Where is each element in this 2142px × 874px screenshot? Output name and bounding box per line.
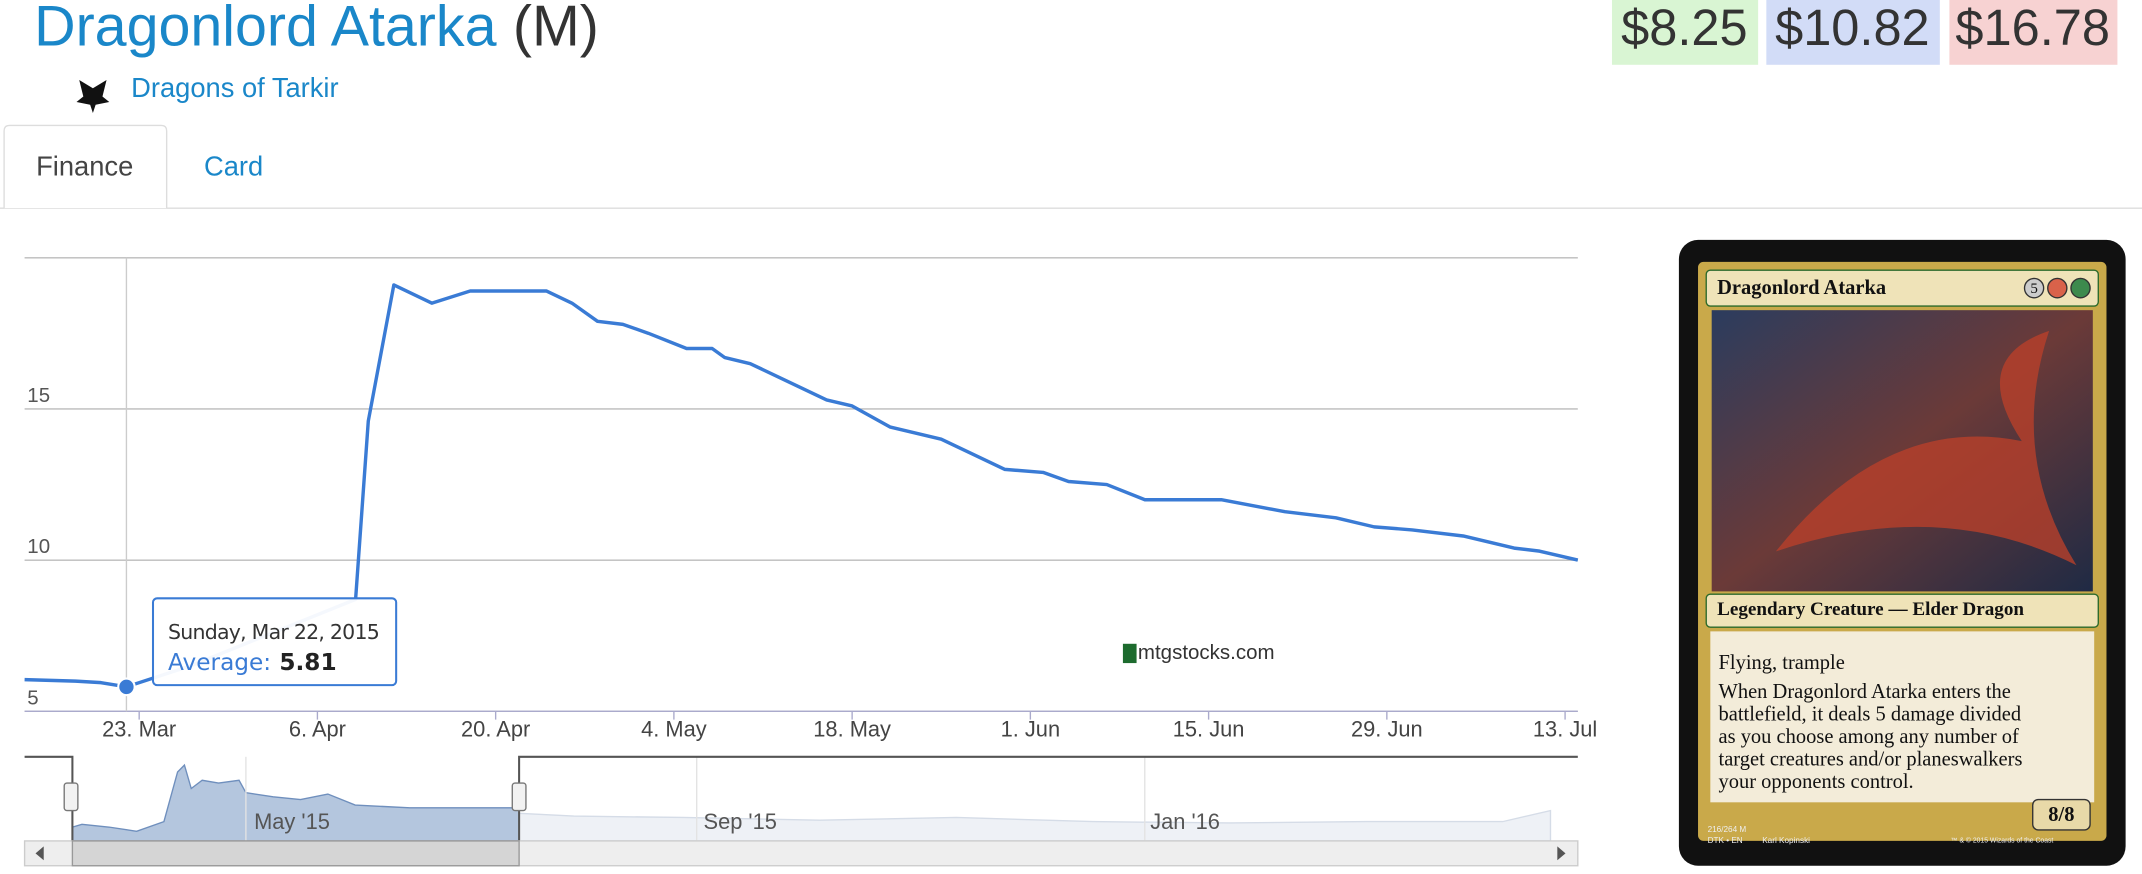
artist: Karl Kopinski xyxy=(1762,836,1810,845)
x-tick-label: 6. Apr xyxy=(289,716,346,741)
power-toughness: 8/8 xyxy=(2048,804,2074,826)
x-tick-label: 1. Jun xyxy=(1001,716,1060,741)
price-high: $16.78 xyxy=(1955,0,2110,56)
set-icon xyxy=(76,79,110,114)
price-mid: $10.82 xyxy=(1775,0,1930,56)
rules-text: When Dragonlord Atarka enters thebattlef… xyxy=(1719,681,2023,793)
hover-point xyxy=(117,677,136,697)
copyright: ™ & © 2015 Wizards of the Coast xyxy=(1951,837,2054,845)
rules-line: battlefield, it deals 5 damage divided xyxy=(1719,704,2022,726)
mana-cost: 5 xyxy=(2030,281,2038,297)
x-tick-label: 18. May xyxy=(813,716,891,741)
navigator-handle[interactable] xyxy=(63,782,79,812)
navigator: May '15 Sep '15 Jan '16 xyxy=(23,755,1579,867)
tooltip-label: Average: xyxy=(168,649,271,676)
pt-box xyxy=(2032,798,2091,831)
rarity: (M) xyxy=(513,0,599,59)
navigator-label: May '15 xyxy=(254,809,330,834)
price-line xyxy=(24,283,1579,689)
x-tick-label: 4. May xyxy=(641,716,707,741)
name-bar xyxy=(1705,269,2099,307)
price-box xyxy=(1949,0,2118,65)
watermark: mtgstocks.com xyxy=(1138,641,1275,664)
navigator-label: Jan '16 xyxy=(1150,809,1220,834)
x-tick-label: 15. Jun xyxy=(1173,716,1245,741)
rules-line: When Dragonlord Atarka enters the xyxy=(1719,681,2011,703)
scrollbar-thumb[interactable] xyxy=(71,840,520,867)
collector-number: 216/264 M xyxy=(1708,825,1747,834)
tooltip-line: Average: 5.81 xyxy=(168,649,337,676)
mana-symbol xyxy=(2047,277,2068,299)
card-title-line: Dragonlord Atarka (M) xyxy=(34,0,599,59)
tooltip-date: Sunday, Mar 22, 2015 xyxy=(168,620,380,644)
tooltip-value: 5.81 xyxy=(279,649,336,676)
mana-symbol xyxy=(2070,277,2091,299)
set-link[interactable]: Dragons of Tarkir xyxy=(131,72,338,103)
art-dragon xyxy=(1775,330,2077,566)
text-box xyxy=(1710,631,2095,803)
x-tick-label: 23. Mar xyxy=(102,716,176,741)
navigator-handle[interactable] xyxy=(511,782,527,812)
navigator-area xyxy=(71,763,520,842)
card-title[interactable]: Dragonlord Atarka xyxy=(34,0,497,59)
navigator-label: Sep '15 xyxy=(704,809,777,834)
set-line: DTK • EN xyxy=(1708,836,1743,845)
navigator-area-outside xyxy=(518,809,1552,842)
chart: 5 10 15 23. Mar 6. Apr 20. Apr 4. May 18. May 1.… xyxy=(24,257,1597,741)
type-bar xyxy=(1705,593,2099,628)
card-image: Dragonlord Atarka 5 Legendary Creature —… xyxy=(1678,239,2126,866)
x-tick-label: 13. Jul xyxy=(1533,716,1597,741)
price-box xyxy=(1611,0,1759,65)
y-tick-label: 15 xyxy=(27,384,50,407)
navigator-outline xyxy=(24,755,1578,841)
tooltip-box xyxy=(151,597,398,687)
tab-active[interactable] xyxy=(3,124,168,209)
x-tick-label: 20. Apr xyxy=(461,716,530,741)
price-low: $8.25 xyxy=(1621,0,1747,56)
type-line: Legendary Creature — Elder Dragon xyxy=(1717,599,2024,620)
mana-symbol xyxy=(2023,277,2045,299)
watermark-icon xyxy=(1122,643,1137,664)
y-tick-label: 10 xyxy=(27,535,50,558)
tab-finance[interactable]: Finance xyxy=(36,150,133,181)
rules-line: target creatures and/or planeswalkers xyxy=(1719,748,2023,770)
tab-card[interactable]: Card xyxy=(204,150,263,181)
x-tick-label: 29. Jun xyxy=(1351,716,1423,741)
price-box xyxy=(1766,0,1940,65)
card-name: Dragonlord Atarka xyxy=(1717,277,1886,299)
rules-line: as you choose among any number of xyxy=(1719,726,2020,748)
keywords: Flying, trample xyxy=(1719,652,1845,674)
y-tick-label: 5 xyxy=(27,686,38,709)
rules-line: your opponents control. xyxy=(1719,771,1914,793)
